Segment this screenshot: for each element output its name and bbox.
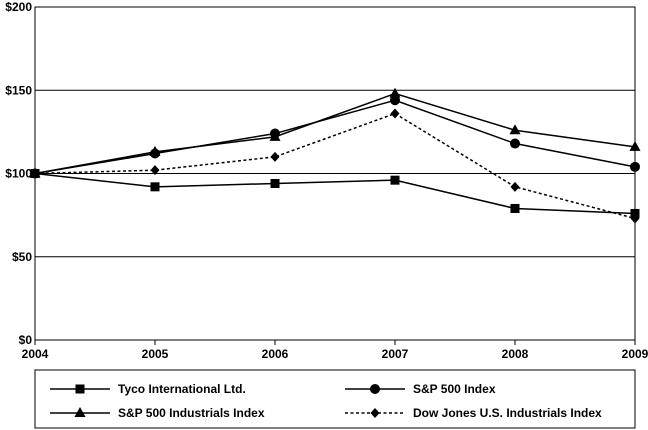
legend-entry: Dow Jones U.S. Industrials Index <box>345 406 602 420</box>
legend: Tyco International Ltd. S&P 500 Index S&P … <box>50 382 602 420</box>
x-axis-tick-labels: 2004 2005 2006 2007 2008 2009 <box>22 340 648 361</box>
data-point <box>30 168 40 179</box>
x-tick-label: 2008 <box>502 347 529 361</box>
data-point <box>510 138 520 149</box>
legend-marker <box>370 384 380 394</box>
series-diamond <box>30 108 640 224</box>
data-point <box>510 203 520 213</box>
y-axis-tick-labels: $0 $50 $100 $150 $200 <box>5 0 32 347</box>
legend-box <box>34 369 636 429</box>
y-tick-label: $150 <box>5 83 32 97</box>
data-point <box>510 181 520 192</box>
data-point <box>390 175 400 185</box>
grid-lines <box>35 89 635 258</box>
data-point <box>270 151 280 162</box>
data-point <box>509 124 521 135</box>
x-tick-label: 2005 <box>142 347 169 361</box>
legend-marker <box>75 384 85 394</box>
y-tick-label: $0 <box>19 333 33 347</box>
series-square <box>30 169 640 218</box>
data-point <box>390 95 400 106</box>
series-line <box>34 99 636 175</box>
x-tick-label: 2009 <box>622 347 648 361</box>
data-point <box>630 213 640 224</box>
legend-entry: S&P 500 Industrials Index <box>50 406 265 420</box>
data-point <box>630 161 640 172</box>
data-point <box>270 178 280 188</box>
data-point <box>389 87 401 98</box>
legend-marker <box>370 408 380 418</box>
x-tick-label: 2007 <box>382 347 409 361</box>
data-point <box>150 182 160 192</box>
y-tick-label: $50 <box>12 250 32 264</box>
y-tick-label: $100 <box>5 167 32 181</box>
series-circle <box>30 95 640 179</box>
data-point <box>390 108 400 119</box>
y-tick-label: $200 <box>5 0 32 14</box>
series-line <box>34 172 636 215</box>
series-line <box>34 92 636 175</box>
legend-label: S&P 500 Index <box>413 382 496 396</box>
legend-label: Tyco International Ltd. <box>118 382 246 396</box>
series-line <box>34 112 636 220</box>
series-triangle <box>29 87 641 178</box>
x-tick-label: 2004 <box>22 347 49 361</box>
data-point <box>149 145 161 156</box>
legend-marker <box>74 407 86 417</box>
x-tick-label: 2006 <box>262 347 289 361</box>
data-point <box>150 165 160 176</box>
data-series <box>29 87 641 224</box>
legend-entry: S&P 500 Index <box>345 382 496 396</box>
legend-label: S&P 500 Industrials Index <box>118 406 265 420</box>
data-point <box>269 130 281 141</box>
legend-entry: Tyco International Ltd. <box>50 382 246 396</box>
legend-label: Dow Jones U.S. Industrials Index <box>413 406 602 420</box>
data-point <box>629 140 641 151</box>
